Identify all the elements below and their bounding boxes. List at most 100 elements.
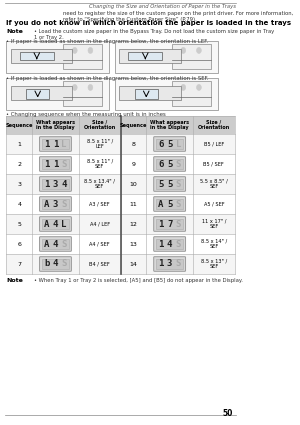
Bar (42, 219, 69, 229)
Bar (128, 52, 162, 60)
Text: • If paper is loaded as shown in the diagrams below, the orientation is LEF.: • If paper is loaded as shown in the dia… (6, 39, 208, 44)
FancyBboxPatch shape (40, 197, 71, 211)
Text: 3: 3 (167, 260, 172, 269)
Text: S: S (61, 199, 67, 209)
Text: B4 / SEF: B4 / SEF (89, 261, 110, 266)
Text: 5: 5 (167, 179, 172, 189)
Text: 8: 8 (131, 142, 135, 147)
FancyBboxPatch shape (154, 217, 185, 231)
Bar (11, 49, 72, 63)
Text: S: S (176, 159, 181, 168)
Bar (119, 86, 181, 100)
Bar (6, 234, 235, 254)
FancyBboxPatch shape (40, 137, 71, 151)
Text: 8.5 x 13" /
SEF: 8.5 x 13" / SEF (201, 258, 227, 269)
Text: 11: 11 (130, 201, 137, 207)
Bar (156, 199, 184, 209)
Bar (42, 199, 69, 209)
Text: 7: 7 (167, 219, 172, 229)
FancyBboxPatch shape (154, 157, 185, 171)
FancyBboxPatch shape (154, 237, 185, 251)
Bar (63, 44, 102, 69)
Bar (119, 49, 181, 63)
Text: Sequence: Sequence (120, 122, 147, 128)
Bar (6, 174, 235, 194)
FancyBboxPatch shape (154, 197, 185, 211)
Text: L: L (176, 139, 181, 148)
Bar (42, 139, 69, 149)
Bar (42, 179, 69, 189)
Circle shape (88, 48, 93, 54)
Bar (156, 139, 184, 149)
Bar (172, 44, 211, 69)
Text: 4: 4 (53, 240, 58, 249)
Bar (6, 154, 235, 174)
Text: What appears
in the Display: What appears in the Display (36, 119, 75, 130)
Bar (156, 159, 184, 169)
Text: 1: 1 (44, 179, 50, 189)
FancyBboxPatch shape (40, 217, 71, 231)
Text: S: S (61, 159, 67, 168)
Text: If you do not know in which orientation the paper is loaded in the trays: If you do not know in which orientation … (6, 20, 292, 26)
Text: 8.5 x 11" /
LEF: 8.5 x 11" / LEF (87, 139, 113, 150)
Text: Sequence: Sequence (6, 122, 33, 128)
Circle shape (88, 85, 93, 91)
Text: S: S (176, 199, 181, 209)
Text: 6: 6 (158, 139, 164, 148)
Text: What appears
in the Display: What appears in the Display (150, 119, 189, 130)
Text: 6: 6 (158, 159, 164, 168)
Text: • If paper is loaded as shown in the diagrams below, the orientation is SEF.: • If paper is loaded as shown in the dia… (6, 76, 209, 81)
Bar (134, 88, 158, 99)
Text: B5 / SEF: B5 / SEF (203, 162, 224, 167)
Text: S: S (176, 179, 181, 189)
Text: 12: 12 (130, 221, 137, 227)
Circle shape (72, 48, 77, 54)
Bar (156, 239, 184, 249)
Bar (6, 254, 235, 274)
Bar (156, 179, 184, 189)
Text: 5: 5 (167, 159, 172, 168)
Text: L: L (61, 219, 67, 229)
Text: Note: Note (6, 29, 23, 34)
Bar (42, 259, 69, 269)
Text: A: A (44, 199, 50, 209)
Text: S: S (176, 260, 181, 269)
Text: 8.5 x 13.4" /
SEF: 8.5 x 13.4" / SEF (84, 178, 115, 190)
Text: 1: 1 (158, 240, 164, 249)
Text: 8.5 x 14" /
SEF: 8.5 x 14" / SEF (201, 238, 227, 249)
Text: 1: 1 (158, 260, 164, 269)
FancyBboxPatch shape (40, 257, 71, 271)
Bar (63, 81, 102, 106)
Bar (115, 78, 218, 110)
Text: • When Tray 1 or Tray 2 is selected, [A5] and [B5] do not appear in the Display.: • When Tray 1 or Tray 2 is selected, [A5… (34, 278, 243, 283)
Text: S: S (176, 219, 181, 229)
Text: 4: 4 (53, 260, 58, 269)
Text: 4: 4 (53, 219, 58, 229)
Text: 1: 1 (53, 139, 58, 148)
Text: A4 / LEF: A4 / LEF (90, 221, 110, 227)
Circle shape (72, 85, 77, 91)
Text: A: A (44, 219, 50, 229)
Bar (172, 81, 211, 106)
Bar (42, 239, 69, 249)
Text: 7: 7 (17, 261, 21, 266)
Text: 1: 1 (44, 159, 50, 168)
Text: 13: 13 (130, 241, 137, 246)
Bar (6, 41, 109, 73)
Text: 8.5 x 11" /
SEF: 8.5 x 11" / SEF (87, 159, 113, 170)
Text: b: b (44, 260, 50, 269)
FancyBboxPatch shape (154, 137, 185, 151)
Circle shape (181, 48, 186, 54)
Bar (115, 41, 218, 73)
Text: 1: 1 (158, 219, 164, 229)
Text: 1: 1 (44, 139, 50, 148)
Bar (156, 259, 184, 269)
Text: Size /
Orientation: Size / Orientation (84, 119, 116, 130)
Text: Changing the Size and Orientation of Paper in the Trays: Changing the Size and Orientation of Pap… (89, 4, 236, 9)
Text: • Load the custom size paper in the Bypass Tray. Do not load the custom size pap: • Load the custom size paper in the Bypa… (34, 29, 274, 40)
Bar (156, 219, 184, 229)
Text: Note: Note (6, 278, 23, 283)
Text: 10: 10 (130, 181, 137, 187)
Text: 3: 3 (53, 179, 58, 189)
FancyBboxPatch shape (154, 177, 185, 191)
